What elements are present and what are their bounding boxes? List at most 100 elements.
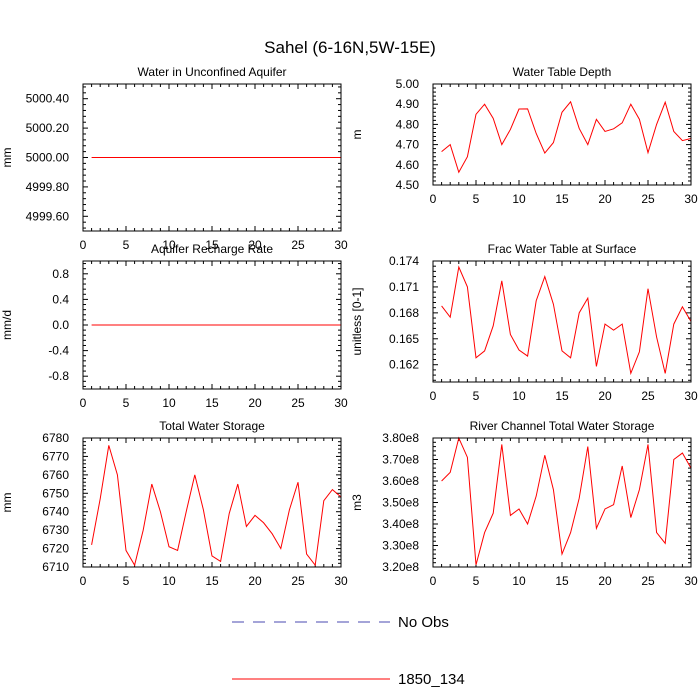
plot-frame [82,83,342,232]
x-tick-label: 30 [684,574,698,588]
x-tick-label: 5 [123,396,130,410]
x-tick-label: 25 [291,574,305,588]
legend: No Obs 1850_134 [232,614,465,688]
plot-frame [82,437,342,568]
panel-1: Water in Unconfined Aquifer 0 5 10 15 20 25 30 4… [0,65,348,252]
panel-5: Total Water Storage 0 5 10 15 20 25 30 6710 6720 6… [0,419,348,588]
x-tick-label: 20 [598,192,612,206]
plot-frame [432,260,692,383]
y-tick-label: 6720 [42,542,69,556]
x-tick-label: 15 [555,574,569,588]
plot-frame [82,260,342,390]
y-tick-label: 6780 [42,431,69,445]
y-axis-label: mm/d [0,310,14,340]
x-tick-label: 30 [334,574,348,588]
x-tick-label: 15 [205,238,219,252]
x-tick-label: 5 [473,389,480,403]
x-tick-label: 0 [80,238,87,252]
x-tick-label: 5 [123,238,130,252]
plot-frame [432,83,692,186]
y-tick-label: 3.50e8 [382,496,419,510]
panel-6: River Channel Total Water Storage 0 5 10 15 2… [350,419,698,588]
x-tick-label: 10 [162,574,176,588]
x-tick-label: 25 [291,396,305,410]
figure-title: Sahel (6-16N,5W-15E) [264,38,436,57]
y-tick-label: 4.50 [396,178,420,192]
x-tick-label: 5 [473,574,480,588]
panel-3: Aquifer Recharge Rate 0 5 10 15 20 25 30 -0.8 -0.… [0,242,348,410]
y-tick-label: 4.90 [396,97,420,111]
series-line [441,265,692,376]
plot-frame [432,437,692,568]
y-tick-label: 6770 [42,449,69,463]
x-tick-label: 10 [512,389,526,403]
x-tick-label: 25 [641,574,655,588]
y-axis-label: mm [0,148,14,168]
x-tick-label: 10 [512,192,526,206]
x-tick-label: 20 [248,238,262,252]
y-tick-label: 4999.60 [26,209,70,223]
y-tick-label: 0.174 [389,254,419,268]
y-tick-label: 4999.80 [26,180,70,194]
panel-title: Aquifer Recharge Rate [151,242,273,256]
x-tick-label: 10 [162,396,176,410]
y-tick-label: 4.70 [396,138,420,152]
y-tick-label: 6730 [42,523,69,537]
y-tick-label: 0.0 [52,318,69,332]
y-tick-label: 3.30e8 [382,539,419,553]
y-tick-label: 5.00 [396,77,420,91]
x-tick-label: 5 [473,192,480,206]
legend-label-1850-134: 1850_134 [398,671,465,688]
series-line [441,100,692,174]
x-tick-label: 25 [291,238,305,252]
y-tick-label: 0.4 [52,292,69,306]
y-tick-label: 4.80 [396,117,420,131]
x-tick-label: 30 [684,192,698,206]
panel-title: Frac Water Table at Surface [488,242,637,256]
x-tick-label: 5 [123,574,130,588]
panel-title: Water in Unconfined Aquifer [138,65,287,79]
panel-4: Frac Water Table at Surface 0 5 10 15 20 25 30 0… [350,242,698,403]
y-tick-label: 5000.20 [26,121,70,135]
y-axis-label: mm [0,493,14,513]
y-tick-label: -0.8 [48,369,69,383]
y-axis-label: m [350,130,364,140]
y-tick-label: 0.168 [389,306,419,320]
panel-title: Total Water Storage [159,419,265,433]
x-tick-label: 15 [555,192,569,206]
panel-title: River Channel Total Water Storage [470,419,655,433]
x-tick-label: 20 [248,396,262,410]
x-tick-label: 25 [641,192,655,206]
x-tick-label: 30 [684,389,698,403]
y-tick-label: 3.80e8 [382,431,419,445]
y-tick-label: 5000.40 [26,92,70,106]
x-tick-label: 30 [334,396,348,410]
y-tick-label: 3.20e8 [382,560,419,574]
x-tick-label: 20 [598,574,612,588]
y-axis-label: m3 [350,494,364,511]
series-line [441,436,692,565]
y-tick-label: 0.165 [389,332,419,346]
x-tick-label: 10 [162,238,176,252]
y-tick-label: 3.40e8 [382,517,419,531]
y-tick-label: 3.70e8 [382,453,419,467]
y-tick-label: 4.60 [396,158,420,172]
x-tick-label: 20 [598,389,612,403]
y-tick-label: 6760 [42,468,69,482]
legend-label-no-obs: No Obs [398,614,449,631]
x-tick-label: 15 [205,396,219,410]
y-tick-label: 0.8 [52,267,69,281]
x-tick-label: 0 [430,574,437,588]
x-tick-label: 15 [555,389,569,403]
x-tick-label: 30 [334,238,348,252]
y-tick-label: 6710 [42,560,69,574]
y-tick-label: 5000.00 [26,151,70,165]
x-tick-label: 0 [430,192,437,206]
panel-title: Water Table Depth [513,65,612,79]
x-tick-label: 0 [80,574,87,588]
panels: Water in Unconfined Aquifer 0 5 10 15 20 25 30 4… [0,65,698,588]
x-tick-label: 20 [248,574,262,588]
y-tick-label: 6740 [42,505,69,519]
y-tick-label: 3.60e8 [382,474,419,488]
